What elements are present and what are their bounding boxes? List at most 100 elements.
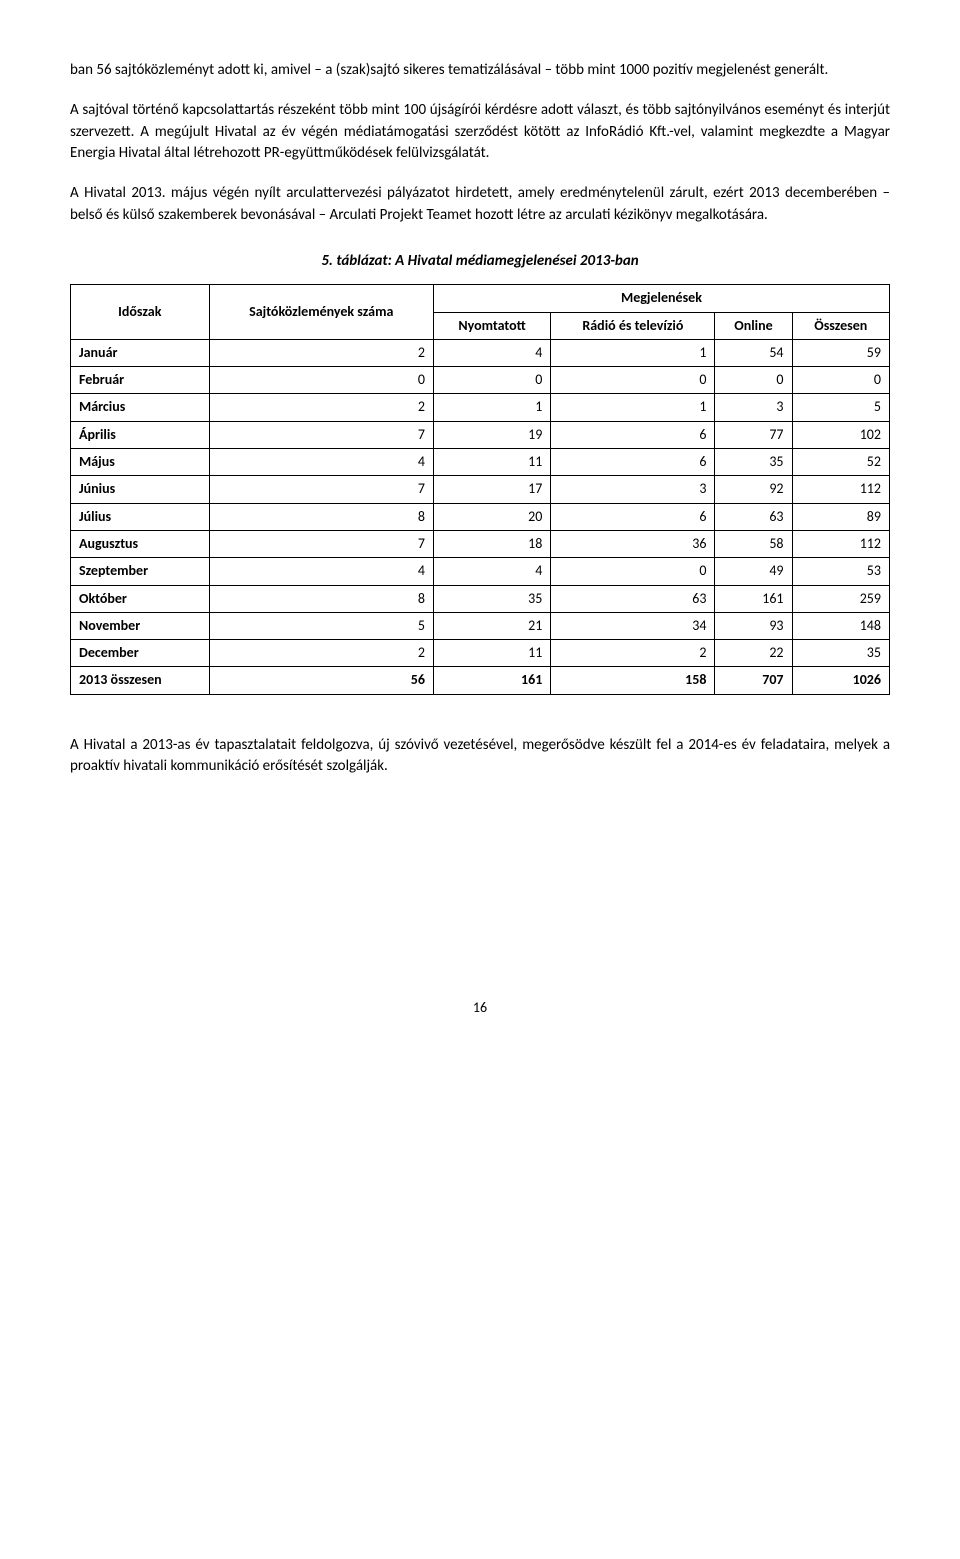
row-label: Május — [71, 449, 210, 476]
row-print: 18 — [433, 530, 550, 557]
row-total: 53 — [792, 558, 889, 585]
row-radio: 34 — [551, 612, 715, 639]
col-press: Sajtóközlemények száma — [209, 285, 433, 340]
row-total: 35 — [792, 640, 889, 667]
row-online: 92 — [715, 476, 792, 503]
row-label: Szeptember — [71, 558, 210, 585]
row-press: 2 — [209, 339, 433, 366]
total-print: 161 — [433, 667, 550, 694]
row-radio: 6 — [551, 449, 715, 476]
row-radio: 6 — [551, 503, 715, 530]
total-label: 2013 összesen — [71, 667, 210, 694]
col-radio-tv: Rádió és televízió — [551, 312, 715, 339]
table-caption: 5. táblázat: A Hivatal médiamegjelenései… — [70, 251, 890, 273]
row-online: 93 — [715, 612, 792, 639]
table-row: Január2415459 — [71, 339, 890, 366]
row-radio: 1 — [551, 339, 715, 366]
row-print: 19 — [433, 421, 550, 448]
row-total: 59 — [792, 339, 889, 366]
row-print: 21 — [433, 612, 550, 639]
row-online: 22 — [715, 640, 792, 667]
row-radio: 6 — [551, 421, 715, 448]
row-press: 2 — [209, 394, 433, 421]
table-row: Július82066389 — [71, 503, 890, 530]
row-print: 35 — [433, 585, 550, 612]
row-print: 11 — [433, 449, 550, 476]
row-total: 0 — [792, 367, 889, 394]
total-press: 56 — [209, 667, 433, 694]
col-period: Időszak — [71, 285, 210, 340]
row-online: 54 — [715, 339, 792, 366]
row-total: 5 — [792, 394, 889, 421]
table-row: Február00000 — [71, 367, 890, 394]
table-row: December21122235 — [71, 640, 890, 667]
paragraph-3: A Hivatal 2013. május végén nyílt arcula… — [70, 183, 890, 227]
row-online: 161 — [715, 585, 792, 612]
row-print: 11 — [433, 640, 550, 667]
table-row: Március21135 — [71, 394, 890, 421]
media-table: Időszak Sajtóközlemények száma Megjelené… — [70, 284, 890, 694]
row-press: 4 — [209, 449, 433, 476]
row-total: 89 — [792, 503, 889, 530]
row-online: 35 — [715, 449, 792, 476]
row-total: 259 — [792, 585, 889, 612]
row-total: 102 — [792, 421, 889, 448]
total-total: 1026 — [792, 667, 889, 694]
row-label: November — [71, 612, 210, 639]
table-row: November5213493148 — [71, 612, 890, 639]
row-label: Március — [71, 394, 210, 421]
table-row: Október83563161259 — [71, 585, 890, 612]
row-label: Június — [71, 476, 210, 503]
table-row: Június717392112 — [71, 476, 890, 503]
row-print: 17 — [433, 476, 550, 503]
row-total: 148 — [792, 612, 889, 639]
row-print: 4 — [433, 558, 550, 585]
row-print: 4 — [433, 339, 550, 366]
paragraph-2: A sajtóval történő kapcsolattartás része… — [70, 100, 890, 165]
row-label: Január — [71, 339, 210, 366]
table-row: Április719677102 — [71, 421, 890, 448]
row-press: 4 — [209, 558, 433, 585]
col-print: Nyomtatott — [433, 312, 550, 339]
row-radio: 36 — [551, 530, 715, 557]
row-press: 0 — [209, 367, 433, 394]
row-press: 2 — [209, 640, 433, 667]
row-press: 7 — [209, 530, 433, 557]
row-online: 3 — [715, 394, 792, 421]
table-row: Szeptember4404953 — [71, 558, 890, 585]
row-total: 112 — [792, 476, 889, 503]
row-online: 58 — [715, 530, 792, 557]
row-label: Október — [71, 585, 210, 612]
table-row: Május41163552 — [71, 449, 890, 476]
row-press: 5 — [209, 612, 433, 639]
paragraph-4: A Hivatal a 2013-as év tapasztalatait fe… — [70, 735, 890, 779]
row-total: 52 — [792, 449, 889, 476]
row-online: 63 — [715, 503, 792, 530]
row-label: Április — [71, 421, 210, 448]
row-radio: 0 — [551, 367, 715, 394]
page-number: 16 — [70, 998, 890, 1018]
row-label: Július — [71, 503, 210, 530]
row-online: 49 — [715, 558, 792, 585]
row-total: 112 — [792, 530, 889, 557]
col-total: Összesen — [792, 312, 889, 339]
row-radio: 0 — [551, 558, 715, 585]
row-radio: 1 — [551, 394, 715, 421]
col-online: Online — [715, 312, 792, 339]
row-radio: 2 — [551, 640, 715, 667]
row-press: 8 — [209, 585, 433, 612]
row-radio: 63 — [551, 585, 715, 612]
row-press: 8 — [209, 503, 433, 530]
paragraph-1: ban 56 sajtóközleményt adott ki, amivel … — [70, 60, 890, 82]
row-radio: 3 — [551, 476, 715, 503]
total-online: 707 — [715, 667, 792, 694]
row-press: 7 — [209, 476, 433, 503]
table-total-row: 2013 összesen561611587071026 — [71, 667, 890, 694]
row-print: 1 — [433, 394, 550, 421]
row-print: 20 — [433, 503, 550, 530]
total-radio: 158 — [551, 667, 715, 694]
row-label: Augusztus — [71, 530, 210, 557]
row-online: 77 — [715, 421, 792, 448]
row-print: 0 — [433, 367, 550, 394]
col-group-appear: Megjelenések — [433, 285, 889, 312]
